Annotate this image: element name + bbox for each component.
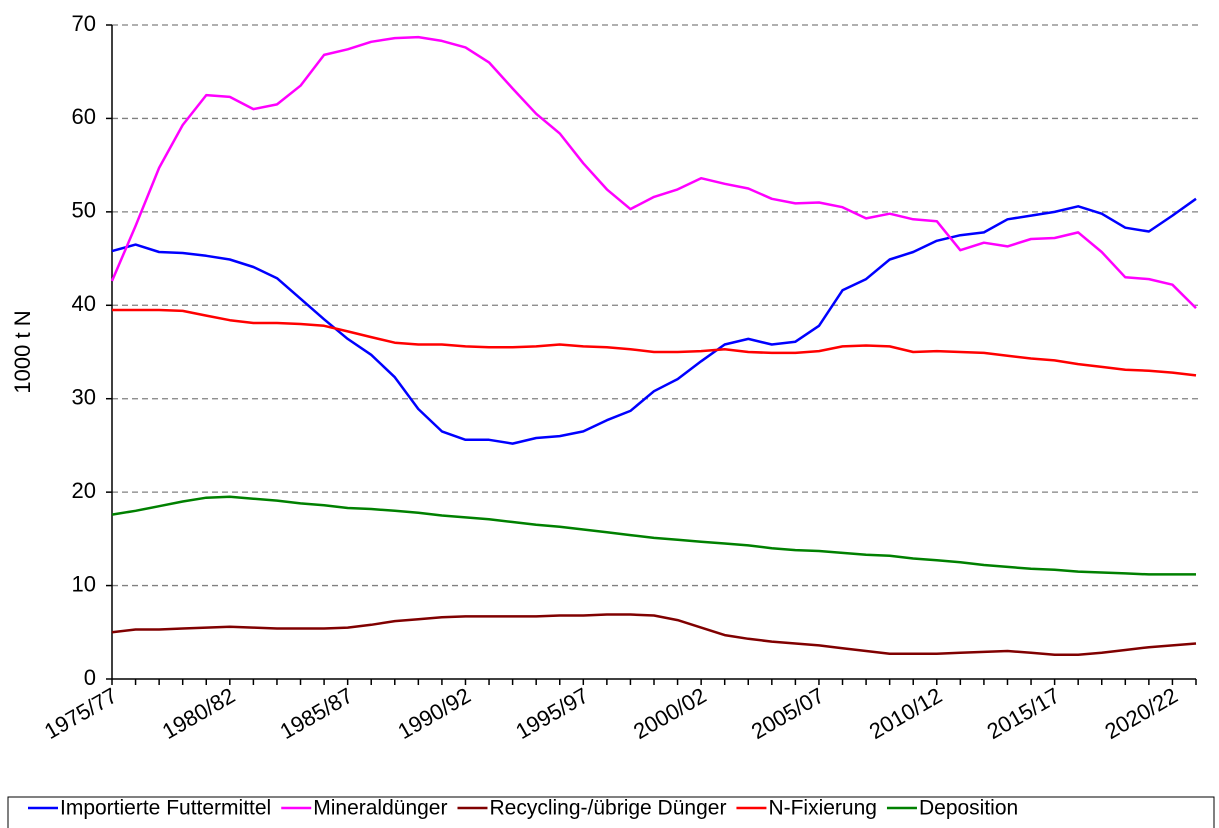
x-tick-label: 1980/82 — [158, 683, 239, 744]
y-tick-label: 10 — [72, 571, 96, 596]
x-tick-label: 1985/87 — [276, 683, 357, 744]
legend-label: N-Fixierung — [768, 797, 877, 820]
x-tick-label: 1995/97 — [511, 683, 592, 744]
y-tick-label: 20 — [72, 478, 96, 503]
x-tick-label: 2015/17 — [983, 683, 1064, 744]
y-axis-label: 1000 t N — [10, 310, 35, 393]
legend-label: Mineraldünger — [313, 797, 447, 820]
x-tick-label: 1975/77 — [40, 683, 121, 744]
y-tick-label: 70 — [72, 11, 96, 36]
x-tick-label: 2000/02 — [629, 683, 710, 744]
series-line — [111, 197, 1197, 445]
series-line — [111, 495, 1196, 576]
x-tick-label: 2005/07 — [747, 683, 828, 744]
y-tick-label: 0 — [84, 665, 96, 690]
x-tick-label: 1990/92 — [394, 683, 475, 744]
y-tick-label: 40 — [72, 291, 96, 316]
y-tick-label: 60 — [72, 104, 96, 129]
legend-box — [7, 796, 1215, 828]
series-line — [112, 308, 1197, 377]
y-tick-label: 50 — [72, 198, 96, 223]
legend-label: Importierte Futtermittel — [60, 797, 271, 820]
x-tick-label: 2020/22 — [1100, 683, 1181, 744]
series-line — [110, 35, 1197, 309]
legend-label: Recycling-/übrige Dünger — [489, 797, 726, 820]
x-tick-label: 2010/12 — [865, 683, 946, 744]
series-line — [111, 613, 1197, 656]
y-tick-label: 30 — [72, 385, 96, 410]
legend-label: Deposition — [919, 797, 1018, 820]
